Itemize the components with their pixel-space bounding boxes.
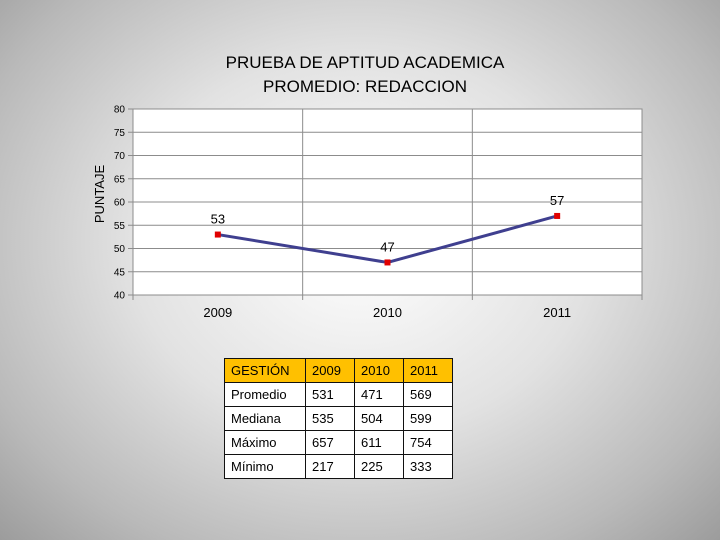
table-header-cell: GESTIÓN [224,358,306,383]
y-axis-label: PUNTAJE [92,165,107,224]
y-tick-label: 50 [114,244,126,255]
table-cell: 569 [403,382,453,407]
table-row: Mediana 535 504 599 [224,406,453,431]
grid-lines [132,108,643,296]
y-axis-ticks: 40 45 50 55 60 65 70 75 80 [114,105,133,302]
x-tick-label: 2009 [203,305,232,320]
y-tick-label: 70 [114,151,126,162]
table-cell: 531 [305,382,355,407]
table-cell: 611 [354,430,404,455]
y-tick-label: 65 [114,174,126,185]
table-cell: Mediana [224,406,306,431]
x-tick-label: 2011 [543,305,571,320]
table-cell: Mínimo [224,454,306,479]
x-tick-label: 2010 [373,305,402,320]
table-cell: 535 [305,406,355,431]
y-tick-label: 55 [114,221,126,232]
table-header-cell: 2009 [305,358,355,383]
data-point [214,231,221,238]
table-cell: 599 [403,406,453,431]
chart-title-line-1: PRUEBA DE APTITUD ACADEMICA [226,53,505,72]
table-cell: 471 [354,382,404,407]
data-point [384,259,391,266]
data-label: 47 [380,239,394,254]
table-row: Promedio 531 471 569 [224,382,453,407]
table-cell: 657 [305,430,355,455]
y-tick-label: 60 [114,198,126,209]
x-axis-ticks: 2009 2010 2011 [132,295,643,320]
y-tick-label: 40 [114,291,126,302]
table-header-cell: 2010 [354,358,404,383]
table-cell: 754 [403,430,453,455]
table-row: Mínimo 217 225 333 [224,454,453,479]
table-row: Máximo 657 611 754 [224,430,453,455]
data-point [554,212,561,219]
chart-title-line-2: PROMEDIO: REDACCION [263,77,467,96]
table-header-cell: 2011 [403,358,453,383]
table-cell: 217 [305,454,355,479]
y-tick-label: 45 [114,267,126,278]
series-layer: 53 47 57 [211,193,564,266]
table-cell: 504 [354,406,404,431]
table-header-row: GESTIÓN 2009 2010 2011 [224,358,453,383]
y-tick-label: 80 [114,105,126,116]
data-label: 57 [550,193,564,208]
table-cell: 333 [403,454,453,479]
y-tick-label: 75 [114,128,126,139]
table-cell: 225 [354,454,404,479]
data-label: 53 [211,212,225,227]
data-table: GESTIÓN 2009 2010 2011 Promedio 531 471 … [224,358,453,479]
table-cell: Máximo [224,430,306,455]
table-cell: Promedio [224,382,306,407]
